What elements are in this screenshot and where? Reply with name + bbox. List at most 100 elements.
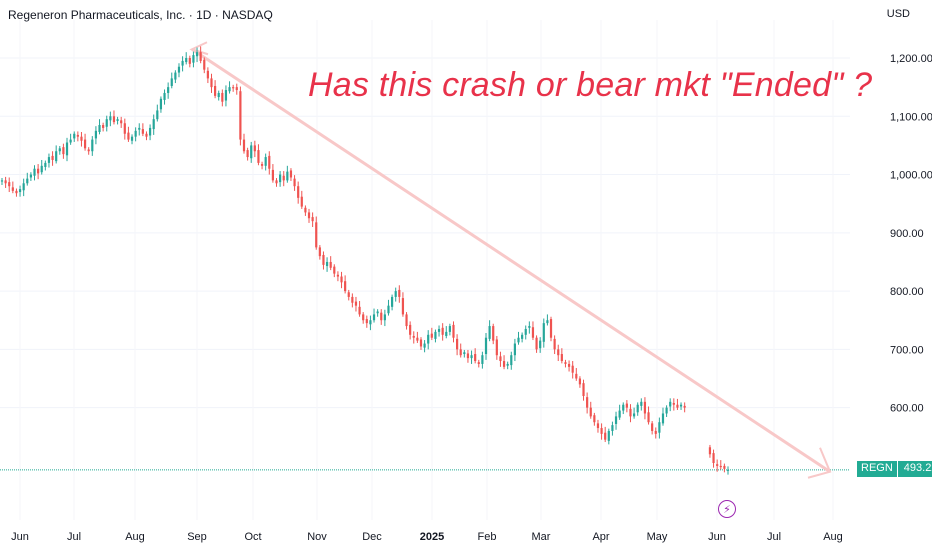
candle-body (542, 323, 545, 342)
candle-body (380, 312, 383, 321)
candle-body (130, 136, 134, 141)
flash-icon[interactable]: ⚡ (718, 500, 736, 518)
candle-body (123, 123, 126, 134)
time-axis[interactable]: Jun Jul Aug Sep Oct Nov Dec 2025 Feb Mar Apr May Jun… (11, 531, 843, 543)
candle-body (8, 182, 11, 187)
candle-body (560, 354, 563, 362)
candle-body (387, 305, 390, 314)
candle-body (293, 178, 296, 187)
candle-body (419, 339, 423, 347)
annotation-text[interactable]: Has this crash or bear mkt "Ended" ? (308, 66, 873, 104)
candle-body (437, 328, 441, 332)
candle-body (582, 383, 585, 396)
candle-body (318, 247, 321, 257)
candle-body (354, 301, 358, 306)
candle-body (300, 196, 303, 207)
candle-body (495, 339, 498, 356)
candle-body (268, 155, 271, 169)
chart-title: Regeneron Pharmaceuticals, Inc. · 1D · N… (8, 8, 273, 22)
candle-body (571, 365, 574, 373)
candle-body (315, 222, 318, 248)
time-tick-label: Dec (362, 531, 382, 543)
candle-body (214, 85, 217, 96)
candle-body (448, 326, 451, 332)
candle-body (192, 55, 195, 63)
candle-body (224, 90, 228, 101)
candle-body (120, 120, 123, 124)
candle-body (127, 132, 130, 140)
candle-body (604, 432, 607, 440)
candle-body (221, 92, 224, 102)
candle-body (553, 338, 556, 350)
time-tick-label: 2025 (420, 531, 444, 543)
candle-body (105, 119, 108, 127)
candle-body (647, 412, 650, 423)
grid-lines (0, 20, 850, 520)
candle-body (116, 119, 119, 121)
candle-body (452, 324, 455, 338)
candle-body (83, 139, 87, 149)
candle-body (372, 314, 376, 321)
candle-body (185, 58, 188, 63)
candle-body (271, 169, 274, 181)
candle-body (517, 337, 520, 343)
candle-body (33, 168, 36, 176)
candle-body (365, 319, 368, 324)
candle-body (69, 139, 72, 143)
candle-body (376, 311, 379, 314)
time-tick-label: Feb (478, 531, 497, 543)
candle-body (412, 335, 415, 338)
price-axis[interactable]: 600.00 700.00 800.00 900.00 1,000.00 1,100.00… (890, 53, 932, 415)
candle-body (654, 430, 657, 434)
candle-series (0, 46, 730, 475)
candle-body (145, 133, 148, 137)
ticker-label: REGN (857, 461, 898, 477)
candle-body (51, 155, 54, 160)
candle-body (228, 87, 231, 92)
candle-body (618, 410, 621, 418)
candle-body (199, 52, 202, 61)
candle-body (423, 343, 426, 348)
candle-body (257, 150, 260, 163)
price-tick-label: 700.00 (890, 344, 924, 356)
candle-body (463, 352, 466, 355)
candle-body (333, 266, 336, 274)
candle-body (29, 174, 32, 178)
candle-body (600, 428, 603, 434)
candle-body (282, 175, 285, 181)
candle-body (152, 119, 155, 130)
candle-body (307, 212, 311, 219)
candle-body (528, 326, 531, 328)
candle-body (502, 361, 506, 367)
candle-body (264, 157, 267, 166)
candle-body (401, 298, 405, 315)
candle-body (405, 314, 408, 327)
candle-body (629, 408, 632, 417)
candle-body (369, 320, 372, 325)
time-tick-label: Aug (823, 531, 843, 543)
candle-body (80, 136, 83, 141)
candle-body (416, 337, 419, 341)
time-tick-label: Sep (187, 531, 207, 543)
candle-body (304, 207, 307, 213)
candle-body (434, 331, 437, 339)
candle-body (665, 407, 668, 414)
time-tick-label: Jul (67, 531, 81, 543)
candle-body (73, 133, 76, 139)
candle-body (138, 127, 141, 130)
candle-body (47, 157, 51, 163)
candle-body (441, 327, 444, 335)
candle-body (289, 170, 293, 178)
candle-body (708, 447, 712, 455)
candle-body (539, 340, 542, 349)
candle-body (427, 334, 430, 344)
candle-body (712, 453, 715, 464)
candle-body (658, 422, 661, 433)
candle-body (91, 139, 94, 152)
candle-body (4, 180, 7, 184)
candle-body (723, 465, 726, 469)
time-tick-label: May (647, 531, 668, 543)
price-tick-label: 900.00 (890, 228, 924, 240)
trendline-arrowhead (189, 41, 209, 56)
